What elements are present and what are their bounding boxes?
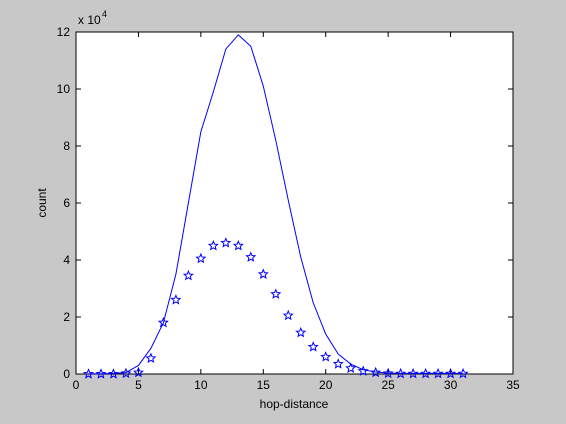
star-marker [407,367,419,379]
star-marker [332,358,344,369]
x-tick-label: 5 [135,378,142,392]
star-marker [370,366,382,378]
x-tick-label: 20 [319,378,333,392]
y-multiplier-exponent: 4 [102,9,107,19]
star-marker [345,362,357,373]
x-axis-label: hop-distance [260,397,329,411]
axes-box [75,31,514,375]
star-marker [395,367,407,379]
star-marker [232,239,244,251]
data-line [88,34,464,375]
x-tick-label: 25 [381,378,395,392]
x-tick-label: 0 [73,378,80,392]
y-tick-label: 6 [63,196,70,210]
x-tick-label: 30 [444,378,458,392]
star-marker [307,341,319,352]
y-tick-label: 10 [57,82,71,96]
star-marker [95,368,107,379]
star-marker [257,268,269,279]
x-tick-label: 10 [194,378,208,392]
star-marker [382,367,394,379]
star-marker [182,269,194,281]
star-marker [357,365,369,376]
y-tick-label: 2 [63,310,70,324]
y-tick-label: 4 [63,253,70,267]
star-marker [432,367,444,379]
y-axis-label: count [35,188,49,218]
x-tick-label: 15 [257,378,271,392]
star-marker [270,288,282,299]
star-marker [120,367,132,379]
star-marker [295,326,307,338]
star-marker [445,367,457,379]
star-marker [220,237,232,248]
star-marker [107,368,119,379]
x-tick-label: 35 [506,378,520,392]
star-marker [132,366,144,378]
y-tick-label: 8 [63,139,70,153]
star-marker [195,252,207,264]
y-multiplier: x 10 [78,13,101,27]
star-marker [245,251,257,262]
star-marker [457,367,469,379]
y-tick-label: 12 [57,25,71,39]
star-marker [170,294,182,305]
star-marker [82,368,95,379]
y-tick-label: 0 [63,367,70,381]
star-marker [420,367,432,379]
star-marker [207,239,219,251]
star-marker [282,309,294,321]
star-marker [145,352,157,364]
star-marker [157,316,169,328]
star-marker [320,351,332,362]
